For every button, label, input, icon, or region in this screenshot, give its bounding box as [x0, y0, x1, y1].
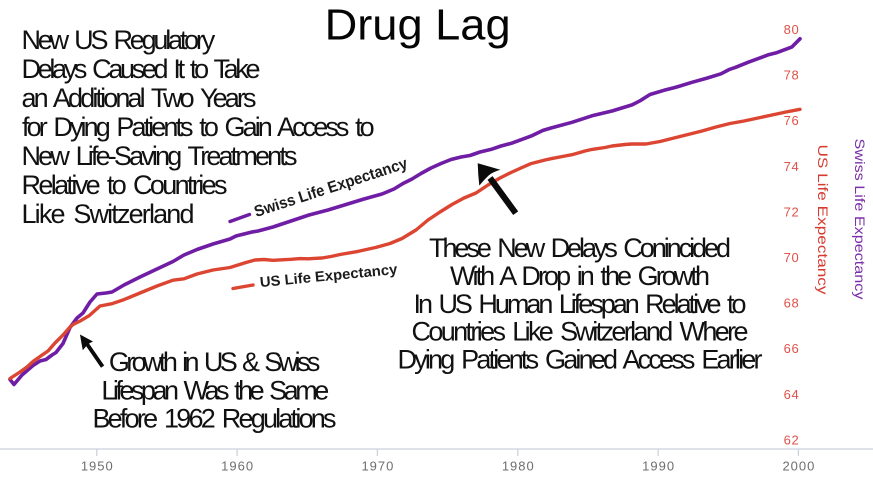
- svg-text:2000: 2000: [782, 459, 815, 474]
- svg-text:Lifespan Was the Same: Lifespan Was the Same: [101, 375, 329, 405]
- svg-text:US Life Expectancy: US Life Expectancy: [259, 262, 398, 291]
- svg-text:Before 1962 Regulations: Before 1962 Regulations: [92, 404, 336, 434]
- svg-text:Growth in US & Swiss: Growth in US & Swiss: [109, 347, 321, 377]
- svg-text:Like Switzerland: Like Switzerland: [22, 199, 195, 229]
- svg-text:In US Human Lifespan Relative: In US Human Lifespan Relative to: [414, 289, 747, 319]
- svg-text:80: 80: [784, 22, 800, 37]
- svg-text:1960: 1960: [221, 459, 254, 474]
- svg-text:Relative to Countries: Relative to Countries: [22, 170, 228, 200]
- svg-text:72: 72: [784, 204, 800, 219]
- svg-text:Countries Like Switzerland Whe: Countries Like Switzerland Where: [412, 317, 749, 347]
- svg-text:Drug Lag: Drug Lag: [325, 1, 511, 50]
- svg-text:62: 62: [784, 432, 800, 447]
- svg-text:New Life-Saving Treatments: New Life-Saving Treatments: [22, 141, 298, 171]
- svg-text:With A Drop in the Growth: With A Drop in the Growth: [450, 261, 710, 291]
- svg-text:US Life Expectancy: US Life Expectancy: [815, 145, 831, 295]
- svg-text:1950: 1950: [81, 459, 114, 474]
- svg-text:70: 70: [784, 250, 800, 265]
- svg-text:1990: 1990: [642, 459, 675, 474]
- svg-text:1970: 1970: [361, 459, 394, 474]
- svg-text:64: 64: [784, 387, 800, 402]
- svg-text:Swiss Life Expectancy: Swiss Life Expectancy: [852, 139, 868, 300]
- svg-text:68: 68: [784, 296, 800, 311]
- svg-text:66: 66: [784, 341, 800, 356]
- svg-text:78: 78: [784, 68, 800, 83]
- svg-text:an Additional Two Years: an Additional Two Years: [22, 83, 257, 113]
- svg-text:Delays Caused It to Take: Delays Caused It to Take: [22, 54, 261, 84]
- svg-text:1980: 1980: [502, 459, 535, 474]
- svg-text:74: 74: [784, 159, 800, 174]
- svg-text:for Dying Patients to Gain Acc: for Dying Patients to Gain Access to: [22, 112, 375, 142]
- svg-text:76: 76: [784, 113, 800, 128]
- svg-text:These New Delays Conincided: These New Delays Conincided: [429, 233, 731, 263]
- svg-text:New US Regulatory: New US Regulatory: [22, 25, 216, 55]
- svg-text:Dying Patients Gained Access E: Dying Patients Gained Access Earlier: [398, 344, 763, 374]
